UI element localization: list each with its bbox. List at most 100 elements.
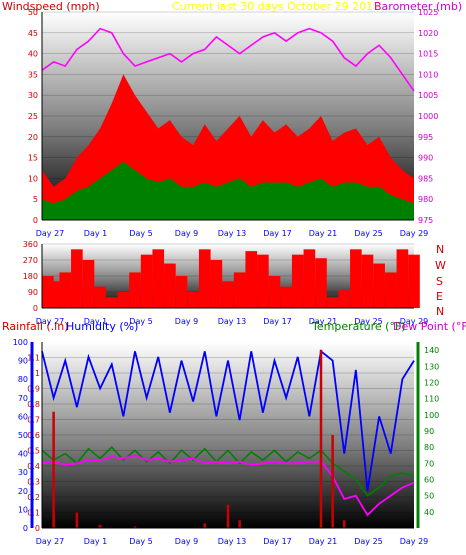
wind-tick-label: 30 (28, 91, 38, 100)
rain-tick-label: 0.5 (27, 447, 40, 456)
wind-x-tick-label: Day 13 (218, 229, 247, 238)
direction-bar (198, 249, 211, 308)
barometer-tick-label: 990 (418, 154, 433, 163)
humidity-x-tick-label: Day 9 (175, 537, 198, 546)
wind-tick-label: 45 (28, 29, 38, 38)
barometer-tick-label: 975 (418, 216, 433, 225)
temperature-tick-label: 70 (424, 459, 434, 468)
temperature-label: Temperature (°F) (311, 320, 406, 333)
chart-title: Current last 30 days October 29 2017 (172, 0, 380, 13)
barometer-tick-label: 1025 (418, 8, 438, 17)
direction-bar (233, 272, 246, 308)
compass-label-w: W (435, 259, 446, 272)
rain-tick-label: 0.3 (27, 478, 40, 487)
humidity-label: Humidity (%) (66, 320, 138, 333)
barometer-tick-label: 1010 (418, 70, 438, 79)
direction-bar (82, 260, 95, 308)
wind-tick-label: 35 (28, 70, 38, 79)
direction-bar (373, 263, 385, 308)
barometer-tick-label: 1020 (418, 29, 438, 38)
direction-bar (396, 249, 409, 308)
humidity-x-tick-label: Day 27 (36, 537, 65, 546)
direction-bar (222, 281, 234, 308)
humidity-tick-label: 50 (18, 431, 28, 440)
direction-bar (315, 258, 327, 308)
temperature-tick-label: 60 (424, 475, 434, 484)
humidity-tick-label: 80 (18, 375, 28, 384)
barometer-line (41, 27, 415, 92)
temperature-tick-label: 110 (424, 395, 439, 404)
rain-tick-label: 0.7 (27, 416, 40, 425)
compass-label-n-top: N (436, 243, 444, 256)
barometer-tick-label: 980 (418, 195, 433, 204)
wind-x-tick-label: Day 29 (400, 229, 429, 238)
humidity-tick-label: 10 (18, 505, 28, 514)
direction-bar (268, 276, 281, 308)
humidity-x-tick-label: Day 21 (309, 537, 338, 546)
direction-x-tick-label: Day 21 (309, 317, 338, 326)
temperature-tick-label: 50 (424, 492, 434, 501)
chart-marks: 0510152025303540455097598098599099510001… (13, 8, 440, 546)
humidity-tick-label: 60 (18, 412, 28, 421)
direction-tick-label: 90 (28, 288, 38, 297)
direction-bar (338, 290, 351, 308)
direction-bar (105, 297, 118, 308)
direction-x-tick-label: Day 17 (263, 317, 292, 326)
direction-bar (408, 254, 420, 308)
wind-tick-label: 10 (28, 174, 38, 183)
temperature-tick-label: 140 (424, 346, 439, 355)
temperature-tick-label: 40 (424, 508, 434, 517)
direction-bar (350, 249, 362, 308)
direction-bar (175, 276, 188, 308)
temperature-tick-label: 80 (424, 443, 434, 452)
direction-x-tick-label: Day 1 (84, 317, 107, 326)
rain-tick-label: 0 (35, 524, 40, 533)
direction-x-tick-label: Day 13 (218, 317, 247, 326)
compass-label-n-bottom: N (436, 305, 444, 318)
wind-tick-label: 20 (28, 133, 38, 142)
direction-tick-label: 0 (33, 304, 38, 313)
wind-tick-label: 40 (28, 50, 38, 59)
dewpoint-line (41, 454, 415, 517)
humidity-tick-label: 20 (18, 487, 28, 496)
direction-bar (129, 272, 141, 308)
wind-x-tick-label: Day 25 (354, 229, 383, 238)
rain-tick-label: 0.9 (27, 385, 40, 394)
humidity-line (41, 349, 415, 491)
wind-x-tick-label: Day 27 (36, 229, 65, 238)
direction-bar (187, 292, 199, 308)
barometer-tick-label: 995 (418, 133, 433, 142)
wind-x-tick-label: Day 21 (309, 229, 338, 238)
rainfall-label: Rainfall (.in) (2, 320, 69, 333)
direction-bar (361, 254, 374, 308)
direction-x-tick-label: Day 25 (354, 317, 383, 326)
barometer-tick-label: 1015 (418, 50, 438, 59)
direction-x-tick-label: Day 9 (175, 317, 198, 326)
barometer-tick-label: 985 (418, 174, 433, 183)
direction-bar (152, 249, 165, 308)
direction-bar (245, 251, 258, 308)
wind-average-area (42, 161, 414, 220)
humidity-tick-label: 90 (18, 357, 28, 366)
humidity-x-tick-label: Day 25 (354, 537, 383, 546)
wind-tick-label: 0 (33, 216, 38, 225)
direction-tick-label: 360 (23, 240, 38, 249)
compass-label-e: E (436, 290, 443, 303)
humidity-tick-label: 70 (18, 394, 28, 403)
direction-bar (117, 292, 130, 308)
rain-tick-label: 0.4 (27, 462, 40, 471)
windspeed-label: Windspeed (mph) (2, 0, 100, 13)
direction-bar (303, 249, 316, 308)
direction-bar (210, 260, 223, 308)
rain-tick-label: 0.8 (27, 400, 40, 409)
direction-bar (47, 281, 60, 308)
direction-bar (384, 272, 397, 308)
rain-tick-label: 0.6 (27, 431, 40, 440)
temperature-line (41, 445, 415, 497)
direction-bar (326, 297, 339, 308)
temperature-tick-label: 120 (424, 378, 439, 387)
rain-tick-label: 0.1 (27, 509, 40, 518)
direction-tick-label: 270 (23, 256, 38, 265)
direction-bar (291, 254, 304, 308)
